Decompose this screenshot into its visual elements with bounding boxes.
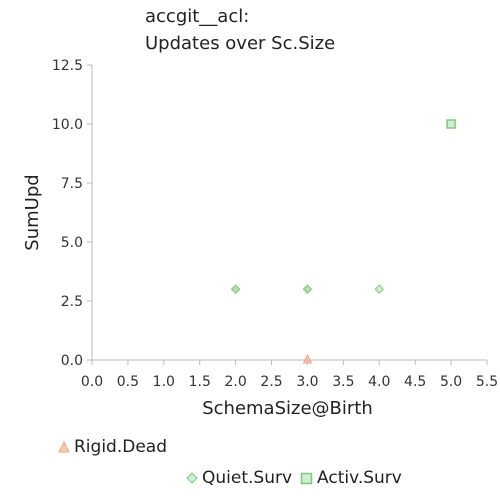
legend-row-1: Rigid.Dead — [58, 437, 175, 457]
point-activ-surv — [446, 119, 456, 129]
legend-item-rigid-dead: Rigid.Dead — [58, 437, 167, 457]
legend-row-2: Quiet.Surv Activ.Surv — [186, 468, 410, 488]
x-tick-label: 2.5 — [260, 374, 282, 390]
x-tick-label: 4.0 — [368, 374, 390, 390]
x-tick-label: 2.0 — [225, 374, 247, 390]
x-axis-label: SchemaSize@Birth — [202, 398, 373, 419]
point-rigid-dead — [302, 353, 313, 364]
y-tick-label: 5.0 — [61, 235, 83, 251]
x-tick-label: 0.0 — [81, 374, 103, 390]
chart-title-line-1: accgit__acl: — [145, 6, 250, 27]
y-axis-label: SumUpd — [22, 174, 43, 250]
x-tick-label: 5.0 — [440, 374, 462, 390]
legend-label: Quiet.Surv — [202, 468, 293, 488]
legend-item-activ-surv: Activ.Surv — [300, 468, 402, 488]
x-tick-label: 3.5 — [332, 374, 354, 390]
x-tick-label: 1.5 — [189, 374, 211, 390]
square-marker-icon — [300, 472, 313, 484]
x-tick-label: 4.5 — [404, 374, 426, 390]
point-quiet-surv — [230, 284, 241, 294]
x-tick-label: 0.5 — [117, 374, 139, 390]
legend-label: Rigid.Dead — [74, 437, 168, 457]
diamond-marker-icon — [186, 472, 198, 484]
chart-title-line-2: Updates over Sc.Size — [145, 33, 336, 54]
x-tick-label: 5.5 — [476, 374, 498, 390]
y-tick-label: 10.0 — [52, 117, 83, 133]
scatter-chart: 0.0 2.5 5.0 7.5 10.0 12.5 0.0 0.5 1.0 1.5 2.0 2.5 3.… — [22, 58, 498, 419]
y-tick-label: 12.5 — [52, 58, 83, 74]
triangle-marker-icon — [58, 441, 70, 453]
point-quiet-surv — [374, 284, 384, 294]
x-tick-label: 1.0 — [153, 374, 175, 390]
x-tick-label: 3.0 — [296, 374, 318, 390]
point-quiet-surv — [302, 284, 313, 294]
legend-item-quiet-surv: Quiet.Surv — [186, 468, 292, 488]
legend-label: Activ.Surv — [317, 468, 402, 488]
y-tick-label: 2.5 — [61, 294, 83, 310]
y-tick-label: 7.5 — [61, 176, 83, 192]
y-tick-label: 0.0 — [61, 353, 83, 369]
